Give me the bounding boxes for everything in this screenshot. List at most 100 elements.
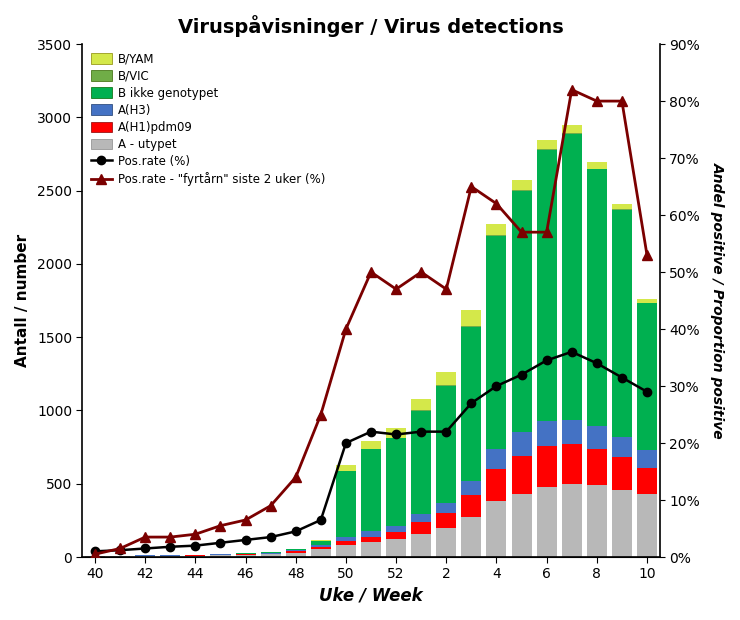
Bar <box>637 304 657 450</box>
Pos.rate (%) <box>366 428 375 435</box>
Bar <box>311 544 331 547</box>
Bar <box>562 134 582 420</box>
Bar <box>210 556 230 557</box>
Bar <box>637 494 657 557</box>
Pos.rate (%) <box>115 546 124 554</box>
Bar <box>260 552 280 553</box>
Bar <box>386 438 406 526</box>
Bar <box>486 502 506 557</box>
Pos.rate (%) <box>568 348 576 356</box>
Bar <box>235 555 255 557</box>
Bar <box>311 547 331 549</box>
Bar <box>361 441 381 449</box>
Pos.rate (%) <box>141 545 149 552</box>
Pos.rate - "fyrtårn" siste 2 uker (%) <box>542 228 551 236</box>
Bar <box>386 532 406 539</box>
Pos.rate - "fyrtårn" siste 2 uker (%) <box>166 533 175 541</box>
Bar <box>587 485 607 557</box>
Pos.rate - "fyrtårn" siste 2 uker (%) <box>141 533 149 541</box>
Bar <box>411 410 431 411</box>
Bar <box>486 236 506 449</box>
Bar <box>486 224 506 236</box>
Bar <box>587 449 607 485</box>
Bar <box>637 450 657 467</box>
Pos.rate (%) <box>341 440 350 447</box>
Bar <box>562 133 582 134</box>
Pos.rate - "fyrtårn" siste 2 uker (%) <box>191 531 200 538</box>
Bar <box>286 549 306 551</box>
Pos.rate (%) <box>90 547 99 555</box>
Bar <box>411 411 431 514</box>
Line: Pos.rate (%): Pos.rate (%) <box>91 348 651 556</box>
Bar <box>161 556 181 557</box>
Pos.rate (%) <box>442 428 451 435</box>
Pos.rate - "fyrtårn" siste 2 uker (%) <box>90 551 99 558</box>
Bar <box>461 518 482 557</box>
Bar <box>562 125 582 133</box>
Bar <box>461 495 482 518</box>
Pos.rate - "fyrtårn" siste 2 uker (%) <box>241 516 250 524</box>
Bar <box>336 546 356 557</box>
Bar <box>637 303 657 304</box>
Pos.rate - "fyrtårn" siste 2 uker (%) <box>216 522 225 529</box>
Bar <box>587 169 607 426</box>
Bar <box>361 536 381 542</box>
Pos.rate (%) <box>266 533 275 541</box>
Pos.rate (%) <box>241 536 250 544</box>
Bar <box>536 421 556 446</box>
Bar <box>386 526 406 532</box>
Bar <box>411 534 431 557</box>
Bar <box>437 371 457 385</box>
Pos.rate (%) <box>417 428 425 435</box>
Pos.rate (%) <box>517 371 526 378</box>
Pos.rate (%) <box>191 542 200 549</box>
Pos.rate - "fyrtårn" siste 2 uker (%) <box>341 326 350 333</box>
Bar <box>336 541 356 546</box>
Pos.rate - "fyrtårn" siste 2 uker (%) <box>592 97 601 105</box>
Pos.rate (%) <box>391 431 400 438</box>
Bar <box>562 420 582 444</box>
Pos.rate - "fyrtårn" siste 2 uker (%) <box>492 200 501 208</box>
Bar <box>386 428 406 438</box>
Bar <box>461 327 482 481</box>
Pos.rate - "fyrtårn" siste 2 uker (%) <box>115 545 124 552</box>
Bar <box>336 465 356 471</box>
Bar <box>336 471 356 538</box>
Bar <box>486 449 506 469</box>
Pos.rate - "fyrtårn" siste 2 uker (%) <box>317 411 326 418</box>
Bar <box>311 541 331 544</box>
Bar <box>536 487 556 557</box>
Bar <box>612 437 632 458</box>
Pos.rate (%) <box>592 360 601 367</box>
Pos.rate (%) <box>642 388 651 396</box>
Pos.rate - "fyrtårn" siste 2 uker (%) <box>266 502 275 510</box>
Bar <box>612 490 632 557</box>
Bar <box>437 513 457 528</box>
Pos.rate - "fyrtårn" siste 2 uker (%) <box>642 251 651 259</box>
Bar <box>461 310 482 326</box>
Pos.rate - "fyrtårn" siste 2 uker (%) <box>417 268 425 276</box>
Bar <box>411 514 431 522</box>
Bar <box>411 399 431 410</box>
Bar <box>536 446 556 487</box>
Bar <box>437 386 457 503</box>
Pos.rate (%) <box>542 356 551 364</box>
Bar <box>361 449 381 450</box>
Pos.rate (%) <box>467 399 476 407</box>
Bar <box>511 433 531 456</box>
Legend: B/YAM, B/VIC, B ikke genotypet, A(H3), A(H1)pdm09, A - utypet, Pos.rate (%), Pos: B/YAM, B/VIC, B ikke genotypet, A(H3), A… <box>88 50 328 188</box>
Pos.rate (%) <box>216 539 225 546</box>
Bar <box>411 522 431 534</box>
Bar <box>587 426 607 449</box>
Bar <box>486 469 506 502</box>
Title: Viruspåvisninger / Virus detections: Viruspåvisninger / Virus detections <box>178 15 564 37</box>
Bar <box>437 528 457 557</box>
Bar <box>110 556 130 557</box>
Pos.rate (%) <box>617 374 626 381</box>
Pos.rate - "fyrtårn" siste 2 uker (%) <box>292 474 300 481</box>
Pos.rate - "fyrtårn" siste 2 uker (%) <box>617 97 626 105</box>
Bar <box>260 553 280 554</box>
Y-axis label: Andel positive / Proportion positive: Andel positive / Proportion positive <box>711 162 725 439</box>
Pos.rate - "fyrtårn" siste 2 uker (%) <box>568 86 576 94</box>
Bar <box>612 210 632 437</box>
